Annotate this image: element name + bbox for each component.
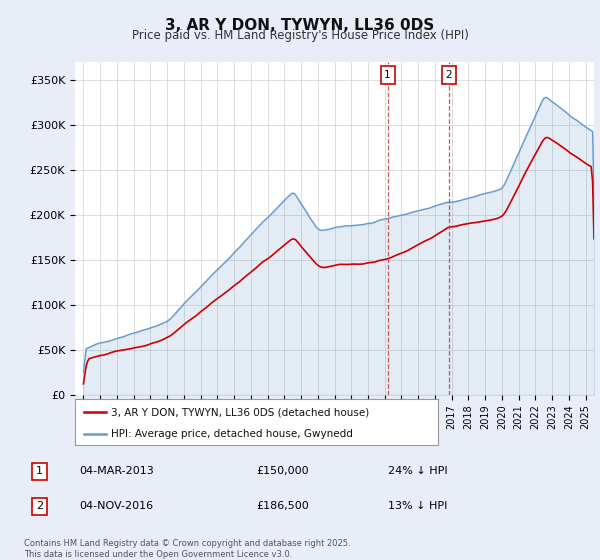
Text: 13% ↓ HPI: 13% ↓ HPI [388,501,448,511]
Text: 04-NOV-2016: 04-NOV-2016 [79,501,154,511]
Text: 2: 2 [446,70,452,80]
Text: 04-MAR-2013: 04-MAR-2013 [79,466,154,477]
Text: Contains HM Land Registry data © Crown copyright and database right 2025.
This d: Contains HM Land Registry data © Crown c… [24,539,350,559]
Text: 3, AR Y DON, TYWYN, LL36 0DS (detached house): 3, AR Y DON, TYWYN, LL36 0DS (detached h… [112,407,370,417]
Text: £150,000: £150,000 [256,466,308,477]
Text: HPI: Average price, detached house, Gwynedd: HPI: Average price, detached house, Gwyn… [112,429,353,438]
Text: 3, AR Y DON, TYWYN, LL36 0DS: 3, AR Y DON, TYWYN, LL36 0DS [166,18,434,33]
Text: Price paid vs. HM Land Registry's House Price Index (HPI): Price paid vs. HM Land Registry's House … [131,29,469,42]
Text: £186,500: £186,500 [256,501,308,511]
Text: 1: 1 [36,466,43,477]
Text: 2: 2 [36,501,43,511]
Text: 24% ↓ HPI: 24% ↓ HPI [388,466,448,477]
Text: 1: 1 [384,70,391,80]
